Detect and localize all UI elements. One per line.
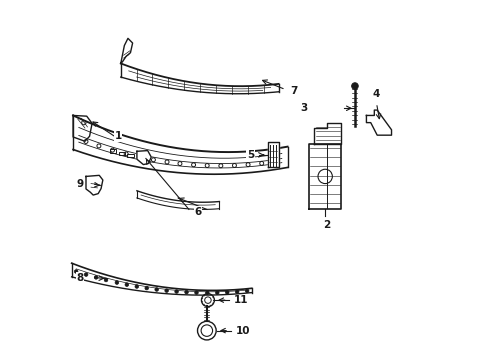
Bar (127, 154, 133, 157)
Circle shape (184, 291, 188, 294)
Polygon shape (73, 116, 92, 141)
Circle shape (94, 276, 98, 279)
Polygon shape (314, 123, 340, 144)
Text: 4: 4 (372, 89, 379, 99)
Text: 7: 7 (290, 86, 297, 96)
Circle shape (135, 285, 138, 288)
Circle shape (245, 289, 248, 293)
Text: 8: 8 (77, 273, 83, 283)
Polygon shape (72, 263, 251, 295)
Polygon shape (137, 191, 219, 210)
Circle shape (155, 288, 158, 291)
Polygon shape (267, 142, 278, 167)
Circle shape (235, 290, 239, 293)
Bar (119, 152, 125, 155)
Text: 5: 5 (246, 150, 254, 160)
Polygon shape (121, 63, 278, 94)
Polygon shape (137, 150, 151, 165)
Circle shape (215, 291, 219, 294)
Text: 9: 9 (77, 179, 83, 189)
Bar (110, 149, 116, 153)
Polygon shape (121, 39, 132, 63)
Circle shape (74, 270, 78, 273)
Text: 3: 3 (300, 103, 306, 113)
Text: 11: 11 (233, 295, 248, 305)
Circle shape (84, 273, 88, 276)
Polygon shape (366, 110, 391, 135)
Circle shape (144, 286, 148, 290)
Text: 10: 10 (235, 325, 249, 336)
Polygon shape (86, 175, 102, 195)
Circle shape (205, 291, 209, 294)
Circle shape (104, 278, 107, 282)
Polygon shape (73, 116, 287, 174)
Circle shape (164, 289, 168, 292)
Circle shape (174, 290, 178, 293)
Circle shape (115, 281, 119, 284)
Polygon shape (308, 144, 341, 209)
Circle shape (194, 291, 198, 294)
Circle shape (225, 291, 228, 294)
Text: 6: 6 (194, 207, 201, 217)
Text: 2: 2 (323, 220, 330, 230)
Circle shape (351, 83, 357, 89)
Text: 1: 1 (114, 131, 122, 141)
Circle shape (125, 283, 128, 287)
